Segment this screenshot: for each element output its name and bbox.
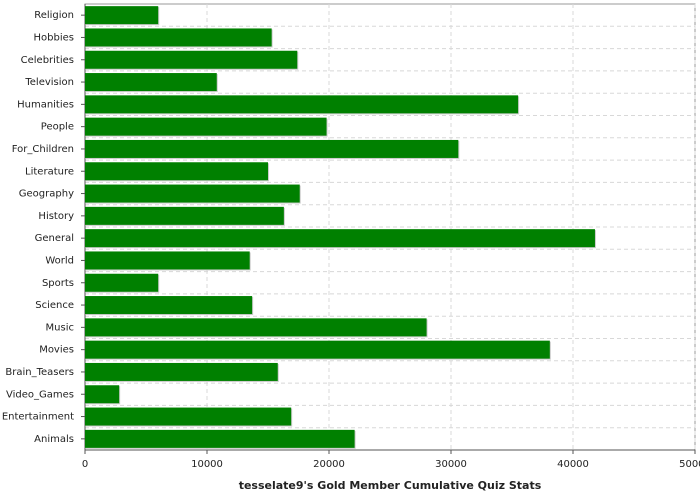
- y-tick-label: Literature: [25, 166, 74, 177]
- bar: [85, 340, 550, 359]
- chart-title: tesselate9's Gold Member Cumulative Quiz…: [239, 479, 542, 492]
- y-tick-label: Animals: [34, 434, 74, 445]
- y-tick-label: Sports: [42, 278, 74, 289]
- y-tick-label: Hobbies: [34, 32, 74, 43]
- y-tick-label: People: [41, 122, 74, 133]
- y-tick-label: Geography: [19, 189, 74, 200]
- y-tick-label: Music: [46, 322, 74, 333]
- bar: [85, 206, 284, 225]
- y-tick-label: Humanities: [17, 99, 74, 110]
- y-tick-label: Brain_Teasers: [5, 367, 74, 378]
- y-tick-label: Science: [35, 300, 74, 311]
- y-tick-label: Video_Games: [6, 389, 74, 400]
- y-tick-label: Television: [24, 77, 74, 88]
- bar: [85, 296, 253, 315]
- bar: [85, 184, 300, 203]
- bar: [85, 251, 250, 270]
- y-tick-label: Movies: [39, 345, 74, 356]
- x-tick-label: 20000: [313, 459, 345, 470]
- bar: [85, 162, 268, 181]
- bar: [85, 28, 272, 47]
- y-tick-label: General: [35, 233, 74, 244]
- bar: [85, 318, 427, 337]
- x-tick-label: 50000: [679, 459, 700, 470]
- bar: [85, 229, 595, 248]
- bar: [85, 385, 120, 404]
- y-tick-label: Religion: [34, 10, 74, 21]
- x-tick-label: 0: [82, 459, 88, 470]
- x-tick-label: 30000: [435, 459, 467, 470]
- y-tick-label: World: [45, 255, 74, 266]
- bar: [85, 139, 459, 158]
- x-tick-label: 40000: [557, 459, 589, 470]
- y-tick-label: Celebrities: [21, 55, 74, 66]
- bar: [85, 73, 217, 92]
- y-tick-label: History: [38, 211, 74, 222]
- bar: [85, 117, 327, 136]
- bar: [85, 362, 278, 381]
- bar: [85, 429, 355, 448]
- x-tick-label: 10000: [191, 459, 223, 470]
- y-tick-label: Entertainment: [2, 412, 74, 423]
- y-tick-label: For_Children: [12, 144, 74, 155]
- bar: [85, 6, 159, 25]
- bar: [85, 273, 159, 292]
- bar: [85, 50, 298, 69]
- bar: [85, 95, 519, 114]
- bar: [85, 407, 292, 426]
